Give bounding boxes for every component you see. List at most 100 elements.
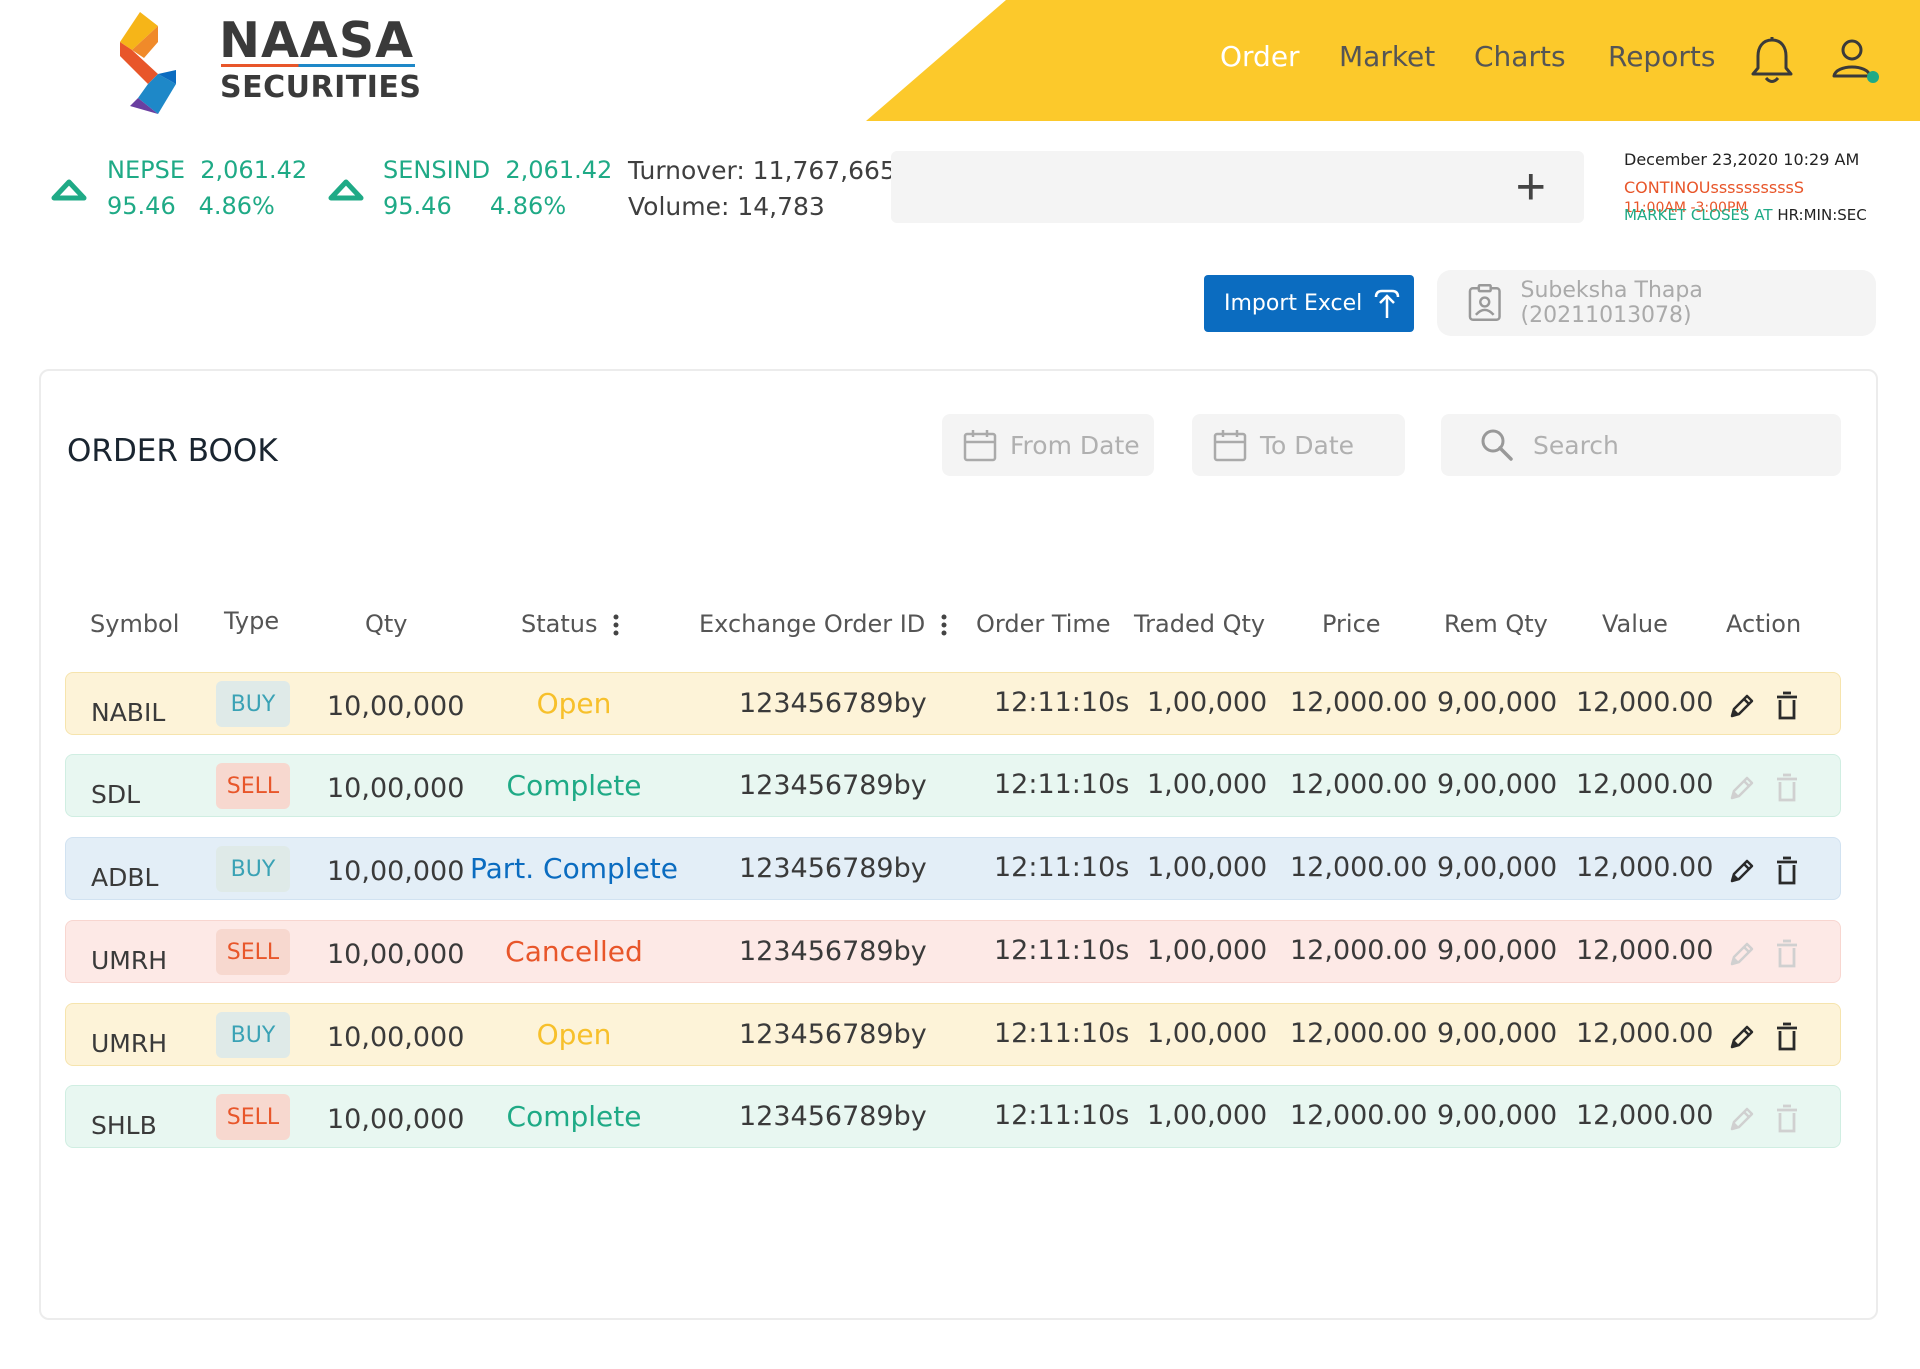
status-label: Cancelled [505, 935, 643, 968]
kebab-icon[interactable] [941, 614, 947, 636]
status-label: Complete [506, 1100, 642, 1133]
row-traded-qty: 1,00,000 [1147, 1100, 1268, 1131]
trash-icon[interactable] [1772, 1022, 1802, 1052]
search-placeholder: Search [1533, 430, 1619, 460]
trash-icon [1772, 939, 1802, 969]
row-traded-qty: 1,00,000 [1147, 935, 1268, 966]
market-closes-label: MARKET CLOSES AT [1624, 206, 1773, 224]
bell-icon[interactable] [1749, 36, 1795, 86]
row-price: 12,000.00 [1290, 1100, 1428, 1131]
table-row[interactable]: SDL SELL 10,00,000 Complete 123456789by … [65, 754, 1841, 817]
pencil-icon[interactable] [1727, 691, 1757, 721]
type-badge: BUY [216, 1012, 290, 1058]
col-status[interactable]: Status [521, 610, 619, 638]
to-date-field[interactable]: To Date [1192, 414, 1405, 476]
row-order-id: 123456789by [739, 1101, 927, 1132]
order-book-title: ORDER BOOK [67, 433, 278, 469]
row-price: 12,000.00 [1290, 687, 1428, 718]
market-closes-value: HR:MIN:SEC [1777, 206, 1867, 224]
row-order-time: 12:11:10s [994, 935, 1130, 966]
pencil-icon [1727, 773, 1757, 803]
volume-stat: Volume: 14,783 [628, 192, 825, 221]
from-date-placeholder: From Date [1010, 430, 1140, 460]
brand-name: NAASA [219, 12, 415, 69]
table-row[interactable]: NABIL BUY 10,00,000 Open 123456789by 12:… [65, 672, 1841, 735]
header-band [866, 0, 1920, 121]
from-date-field[interactable]: From Date [942, 414, 1154, 476]
table-row[interactable]: ADBL BUY 10,00,000 Part. Complete 123456… [65, 837, 1841, 900]
market-datetime: December 23,2020 10:29 AM [1624, 150, 1860, 169]
row-price: 12,000.00 [1290, 852, 1428, 883]
status-label: Open [536, 687, 612, 720]
row-symbol: UMRH [91, 946, 168, 975]
table-row[interactable]: UMRH BUY 10,00,000 Open 123456789by 12:1… [65, 1003, 1841, 1066]
col-type[interactable]: Type [224, 607, 280, 635]
sensind-name: SENSIND [383, 156, 491, 184]
nav-order[interactable]: Order [1220, 40, 1300, 73]
kebab-icon[interactable] [613, 614, 619, 636]
row-order-id: 123456789by [739, 1019, 927, 1050]
row-traded-qty: 1,00,000 [1147, 769, 1268, 800]
row-order-time: 12:11:10s [994, 1018, 1130, 1049]
row-qty: 10,00,000 [327, 773, 465, 804]
row-order-time: 12:11:10s [994, 687, 1130, 718]
row-value: 12,000.00 [1576, 687, 1714, 718]
col-price[interactable]: Price [1322, 610, 1381, 638]
col-order-time[interactable]: Order Time [976, 610, 1111, 638]
to-date-placeholder: To Date [1260, 430, 1355, 460]
naasa-logo-icon [120, 12, 176, 114]
row-qty: 10,00,000 [327, 691, 465, 722]
row-order-time: 12:11:10s [994, 769, 1130, 800]
pencil-icon [1727, 1104, 1757, 1134]
row-value: 12,000.00 [1576, 769, 1714, 800]
id-badge-icon [1468, 284, 1501, 321]
table-row[interactable]: SHLB SELL 10,00,000 Complete 123456789by… [65, 1085, 1841, 1148]
col-traded-qty[interactable]: Traded Qty [1134, 610, 1266, 638]
turnover-stat: Turnover: 11,767,665 [628, 156, 896, 185]
col-symbol[interactable]: Symbol [90, 610, 180, 638]
user-icon[interactable] [1830, 36, 1880, 86]
brand-underline [221, 64, 415, 67]
row-price: 12,000.00 [1290, 935, 1428, 966]
plus-icon[interactable]: + [1515, 158, 1546, 216]
row-order-time: 12:11:10s [994, 1100, 1130, 1131]
col-rem-qty[interactable]: Rem Qty [1444, 610, 1548, 638]
type-badge: BUY [216, 681, 290, 727]
row-rem-qty: 9,00,000 [1437, 852, 1558, 883]
search-field[interactable]: Search [1441, 414, 1841, 476]
pencil-icon[interactable] [1727, 1022, 1757, 1052]
nav-reports[interactable]: Reports [1608, 40, 1716, 73]
table-row[interactable]: UMRH SELL 10,00,000 Cancelled 123456789b… [65, 920, 1841, 983]
import-excel-button[interactable]: Import Excel [1204, 275, 1414, 332]
nav-charts[interactable]: Charts [1474, 40, 1566, 73]
sensind-change: 95.46 [383, 192, 452, 220]
trash-icon [1772, 773, 1802, 803]
nepse-percent: 4.86% [198, 192, 275, 220]
trash-icon[interactable] [1772, 856, 1802, 886]
trash-icon[interactable] [1772, 691, 1802, 721]
upload-icon [1375, 289, 1400, 318]
client-name: Subeksha Thapa (20211013078) [1520, 278, 1703, 328]
row-order-id: 123456789by [739, 853, 927, 884]
client-selector[interactable]: Subeksha Thapa (20211013078) [1437, 270, 1876, 336]
col-action: Action [1726, 610, 1802, 638]
market-closes: MARKET CLOSES AT HR:MIN:SEC [1624, 206, 1867, 224]
row-value: 12,000.00 [1576, 935, 1714, 966]
pencil-icon[interactable] [1727, 856, 1757, 886]
col-value[interactable]: Value [1602, 610, 1668, 638]
row-order-id: 123456789by [739, 770, 927, 801]
search-icon [1481, 429, 1513, 461]
triangle-up-icon [328, 179, 364, 201]
type-badge: SELL [216, 763, 290, 809]
quick-add-bar[interactable]: + [891, 151, 1584, 223]
type-badge: BUY [216, 846, 290, 892]
col-qty[interactable]: Qty [365, 610, 408, 638]
nepse-value: 2,061.42 [200, 156, 308, 184]
row-symbol: SHLB [91, 1111, 157, 1140]
row-qty: 10,00,000 [327, 1104, 465, 1135]
status-label: Open [536, 1018, 612, 1051]
row-symbol: SDL [91, 780, 141, 809]
nav-market[interactable]: Market [1339, 40, 1436, 73]
col-exchange-order-id[interactable]: Exchange Order ID [699, 610, 947, 638]
import-excel-label: Import Excel [1224, 291, 1363, 316]
